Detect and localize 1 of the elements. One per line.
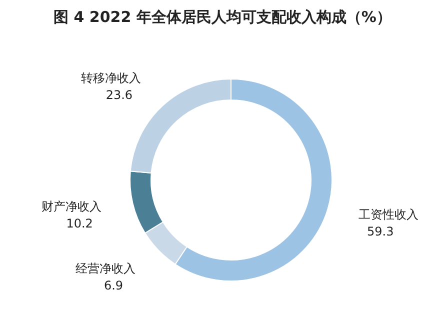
title: 图 4 2022 年全体居民人均可支配收入构成（%） [54, 8, 392, 26]
